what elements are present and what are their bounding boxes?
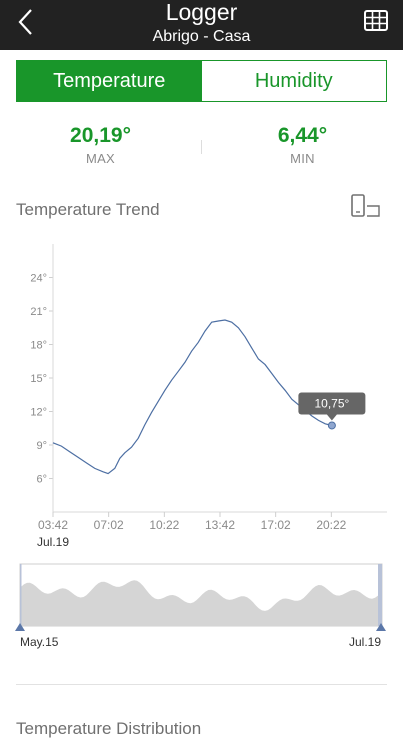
x-tick-label: 10:22 <box>149 518 179 532</box>
min-label: MIN <box>290 151 315 166</box>
navigator-start-label: May.15 <box>20 635 59 649</box>
range-navigator[interactable]: May.15 Jul.19 <box>0 560 403 655</box>
temperature-series-line <box>52 319 333 475</box>
y-tick-label: 18° <box>30 340 47 352</box>
trend-section-title: Temperature Trend <box>16 200 160 219</box>
y-tick-label: 6° <box>36 474 47 486</box>
x-axis-date-label: Jul.19 <box>37 535 69 549</box>
page-title: Logger <box>165 0 238 25</box>
max-value: 20,19° <box>70 124 131 147</box>
rotate-button[interactable] <box>351 194 381 218</box>
navigator-left-edge <box>20 564 22 626</box>
max-label: MAX <box>85 151 116 166</box>
distribution-section-title: Temperature Distribution <box>16 719 202 738</box>
value-tooltip: 10,75° <box>298 392 366 421</box>
rotate-device-icon <box>351 194 380 217</box>
y-tick-label: 15° <box>30 373 47 385</box>
x-tick-label: 20:22 <box>316 518 346 532</box>
section-divider <box>16 684 387 685</box>
top-bar: Logger Abrigo - Casa <box>0 0 403 50</box>
y-tick-label: 21° <box>30 306 47 318</box>
navigator-end-label: Jul.19 <box>349 635 381 649</box>
y-tick-label: 24° <box>30 273 47 285</box>
x-tick-label: 13:42 <box>205 518 235 532</box>
metric-tabs: Temperature Humidity <box>16 60 387 102</box>
navigator-right-edge <box>378 564 382 626</box>
navigator-left-handle[interactable] <box>15 623 25 631</box>
chevron-left-icon <box>18 9 32 35</box>
navigator-area <box>21 580 378 626</box>
tab-humidity[interactable]: Humidity <box>201 61 386 101</box>
min-stat: 6,44° MIN <box>202 124 403 166</box>
max-stat: 20,19° MAX <box>0 124 201 166</box>
min-value: 6,44° <box>277 124 328 147</box>
stats-divider <box>201 140 202 154</box>
x-tick-label: 03:42 <box>38 518 68 532</box>
y-tick-label: 12° <box>30 407 47 419</box>
y-tick-label: 9° <box>36 440 47 452</box>
x-tick-label: 17:02 <box>261 518 291 532</box>
back-button[interactable] <box>10 5 44 39</box>
page-subtitle: Abrigo - Casa <box>152 28 251 45</box>
navigator-right-handle[interactable] <box>376 623 386 631</box>
table-grid-icon <box>364 10 388 31</box>
tooltip-value: 10,75° <box>314 396 349 410</box>
last-point-marker[interactable] <box>327 421 336 430</box>
x-tick-label: 07:02 <box>94 518 124 532</box>
table-view-button[interactable] <box>363 8 389 34</box>
tab-temperature[interactable]: Temperature <box>17 61 202 101</box>
temperature-trend-chart[interactable]: 6° 9° 12° 15° 18° 21° 24° 03:42 07:02 10:22 13:42… <box>0 236 403 556</box>
